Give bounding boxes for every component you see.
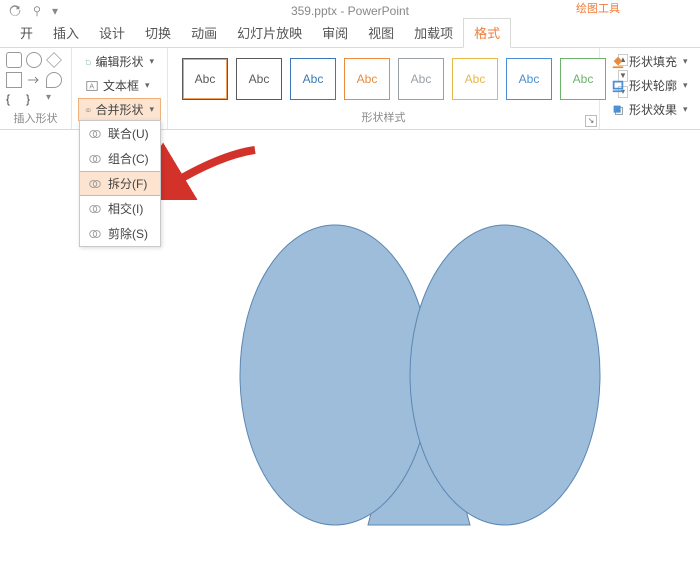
- style-preset-2[interactable]: Abc: [290, 58, 336, 100]
- merge-menu-label: 组合(C): [108, 150, 149, 167]
- tab-插入[interactable]: 插入: [43, 19, 89, 47]
- refresh-icon[interactable]: [8, 4, 22, 18]
- tab-幻灯片放映[interactable]: 幻灯片放映: [227, 19, 312, 47]
- tab-动画[interactable]: 动画: [181, 19, 227, 47]
- shapes-gallery-mini[interactable]: {}▾: [6, 52, 65, 110]
- group-label-insert: 插入形状: [6, 110, 65, 128]
- dialog-launcher-icon[interactable]: ↘: [585, 115, 597, 127]
- shape-effects-button[interactable]: 形状效果 ▾: [606, 98, 694, 121]
- tab-设计[interactable]: 设计: [89, 19, 135, 47]
- style-preset-6[interactable]: Abc: [506, 58, 552, 100]
- merge-menu-label: 相交(I): [108, 200, 143, 217]
- style-preset-5[interactable]: Abc: [452, 58, 498, 100]
- shape-effects-label: 形状效果: [629, 101, 677, 118]
- shape-outline-button[interactable]: 形状轮廓 ▾: [606, 74, 694, 97]
- merge-op-icon: [88, 227, 102, 241]
- group-shape-tools: 编辑形状 ▾ A 文本框 ▾ 合并形状 ▾: [72, 48, 168, 129]
- merge-menu-label: 联合(U): [108, 125, 149, 142]
- tab-审阅[interactable]: 审阅: [312, 19, 358, 47]
- shape-outline-label: 形状轮廓: [629, 77, 677, 94]
- shape-fill-button[interactable]: 形状填充 ▾: [606, 50, 694, 73]
- group-insert-shapes: {}▾ 插入形状: [0, 48, 72, 129]
- style-preset-4[interactable]: Abc: [398, 58, 444, 100]
- edit-shape-button[interactable]: 编辑形状 ▾: [78, 50, 161, 73]
- merge-op-icon: [88, 152, 102, 166]
- tab-开[interactable]: 开: [10, 19, 43, 47]
- merge-op-icon: [88, 202, 102, 216]
- merge-shapes-label: 合并形状: [95, 101, 143, 118]
- tab-格式[interactable]: 格式: [463, 18, 511, 48]
- merge-shapes-icon: [85, 103, 91, 117]
- ribbon-tabs: 开插入设计切换动画幻灯片放映审阅视图加载项格式: [0, 22, 700, 48]
- merge-shapes-button[interactable]: 合并形状 ▾: [78, 98, 161, 121]
- style-preset-1[interactable]: Abc: [236, 58, 282, 100]
- merge-op-icon: [88, 127, 102, 141]
- contextual-tab-label: 绘图工具: [576, 0, 620, 16]
- group-label-styles: 形状样式: [174, 109, 593, 127]
- tab-视图[interactable]: 视图: [358, 19, 404, 47]
- text-box-icon: A: [85, 79, 99, 93]
- merge-menu-item-0[interactable]: 联合(U): [80, 121, 160, 146]
- group-shape-styles: AbcAbcAbcAbcAbcAbcAbcAbc ▲ ▼ ▾ 形状样式 ↘: [168, 48, 600, 129]
- shape-fill-label: 形状填充: [629, 53, 677, 70]
- merge-menu-label: 拆分(F): [108, 175, 147, 192]
- outline-icon: [611, 79, 625, 93]
- merge-op-icon: [88, 177, 102, 191]
- tab-切换[interactable]: 切换: [135, 19, 181, 47]
- fill-icon: [611, 55, 625, 69]
- ribbon: {}▾ 插入形状 编辑形状 ▾ A 文本框 ▾ 合并形状 ▾ Abc: [0, 48, 700, 130]
- merge-menu-item-2[interactable]: 拆分(F): [80, 171, 160, 196]
- touch-mode-icon[interactable]: [30, 4, 44, 18]
- edit-shape-label: 编辑形状: [95, 53, 143, 70]
- style-preset-0[interactable]: Abc: [182, 58, 228, 100]
- group-shape-format: 形状填充 ▾ 形状轮廓 ▾ 形状效果 ▾: [600, 48, 700, 129]
- merge-shapes-menu: 联合(U) 组合(C) 拆分(F) 相交(I) 剪除(S): [79, 120, 161, 247]
- shape-style-gallery[interactable]: AbcAbcAbcAbcAbcAbcAbcAbc: [174, 52, 614, 100]
- style-preset-3[interactable]: Abc: [344, 58, 390, 100]
- svg-text:A: A: [89, 83, 94, 90]
- merge-menu-item-1[interactable]: 组合(C): [80, 146, 160, 171]
- effects-icon: [611, 103, 625, 117]
- merge-menu-item-3[interactable]: 相交(I): [80, 196, 160, 221]
- text-box-label: 文本框: [103, 77, 139, 94]
- tab-加载项[interactable]: 加载项: [404, 19, 463, 47]
- merge-menu-label: 剪除(S): [108, 225, 148, 242]
- text-box-button[interactable]: A 文本框 ▾: [78, 74, 161, 97]
- merge-menu-item-4[interactable]: 剪除(S): [80, 221, 160, 246]
- edit-shape-icon: [85, 55, 91, 69]
